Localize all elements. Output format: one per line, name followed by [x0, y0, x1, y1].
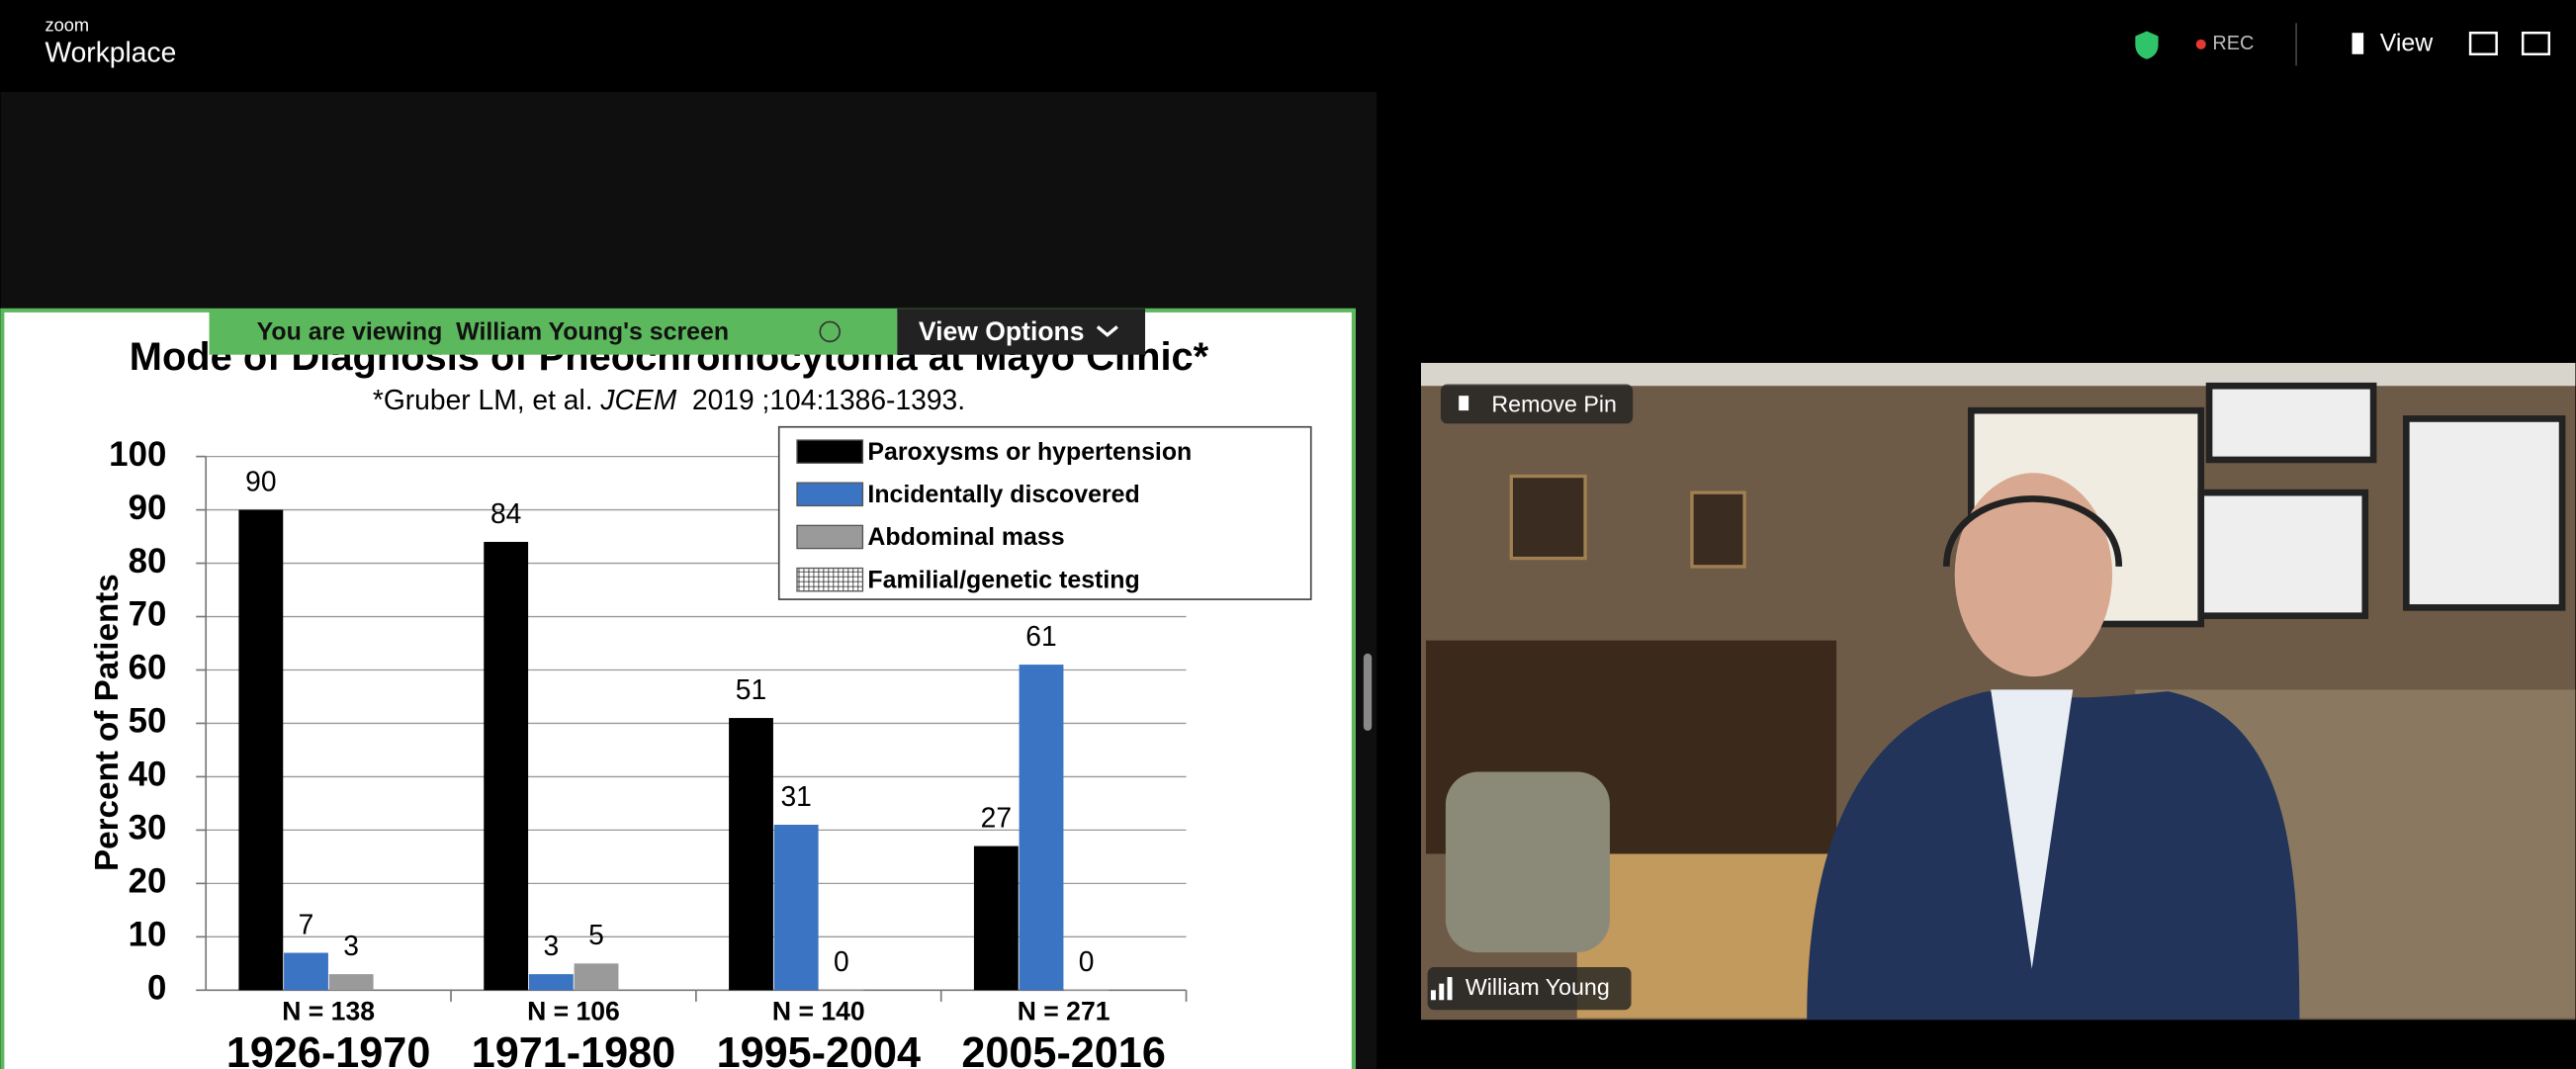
data-label: 84 [490, 497, 521, 529]
bar [328, 974, 374, 991]
frame [2197, 489, 2369, 620]
person-shirt [1991, 689, 2074, 969]
data-label: 90 [245, 465, 276, 496]
chair [1445, 771, 1610, 953]
data-label: 0 [1079, 945, 1095, 977]
data-label: 61 [1025, 620, 1056, 652]
share-banner-text: You are viewing William Young's screen [257, 318, 729, 346]
x-tick-label: 1971-1980 [472, 1029, 675, 1069]
n-label: N = 106 [527, 997, 620, 1026]
data-label: 51 [736, 673, 766, 705]
bar [484, 541, 529, 991]
security-icon[interactable] [2135, 31, 2159, 59]
n-label: N = 271 [1018, 997, 1110, 1026]
legend-swatch [796, 524, 864, 550]
pin-icon [1459, 396, 1469, 411]
shared-slide [0, 308, 1356, 1069]
subtitle-part: JCEM [599, 384, 676, 415]
legend-label: Paroxysms or hypertension [867, 438, 1192, 466]
view-icon[interactable] [2352, 33, 2364, 54]
data-label: 3 [343, 930, 359, 961]
remove-pin-button[interactable] [1440, 384, 1634, 424]
bar [729, 718, 773, 991]
legend-label: Incidentally discovered [867, 481, 1139, 508]
n-label: N = 138 [282, 997, 375, 1026]
banner-icon [819, 320, 842, 343]
chart-subtitle: *Gruber LM, et al. JCEM 2019 ;104:1386-1… [373, 384, 965, 415]
legend-swatch [796, 482, 864, 507]
data-label: 3 [543, 930, 559, 961]
data-label: 7 [299, 908, 314, 939]
y-tick-label: 70 [129, 595, 167, 634]
data-label: 31 [780, 780, 811, 812]
share-icon[interactable] [2468, 31, 2498, 56]
rec-dot [2195, 39, 2206, 49]
n-label: N = 140 [772, 997, 865, 1026]
rec-label: REC [2212, 33, 2254, 54]
subtitle-part: 2019 ;104:1386-1393. [676, 384, 965, 415]
legend-label: Abdominal mass [867, 523, 1064, 551]
plaque [1509, 474, 1587, 561]
legend [777, 425, 1312, 600]
person-head [1954, 473, 2113, 677]
bar [973, 846, 1019, 991]
y-tick-label: 20 [129, 862, 167, 901]
signal-bar [1447, 977, 1453, 1001]
y-tick-label: 60 [129, 649, 167, 687]
y-tick-label: 30 [129, 809, 167, 847]
y-tick-label: 40 [129, 756, 167, 794]
view-button[interactable]: View [2380, 29, 2435, 56]
legend-swatch [796, 439, 864, 464]
y-tick-label: 10 [129, 916, 167, 954]
data-label: 5 [588, 919, 604, 950]
data-label: 0 [834, 945, 849, 977]
brand: Workplace [44, 36, 176, 67]
bar [238, 509, 284, 991]
frame [2402, 415, 2566, 611]
plaque [1690, 490, 1746, 569]
signal-bar [1430, 990, 1436, 1001]
brand-small: zoom [44, 14, 89, 35]
bar [773, 824, 819, 991]
splitter-handle[interactable] [1363, 653, 1373, 731]
subtitle-part: *Gruber LM, et al. [373, 384, 601, 415]
signal-bar [1439, 983, 1445, 1001]
bar [528, 974, 574, 991]
legend-label: Familial/genetic testing [867, 566, 1139, 593]
layout-icon[interactable] [2521, 31, 2551, 56]
y-tick-label: 80 [129, 542, 167, 580]
person-suit [1807, 691, 2300, 1021]
bar [284, 952, 328, 991]
video-tile: Remove Pin William Young [1421, 362, 2576, 1021]
share-banner [209, 309, 898, 355]
headset [1943, 495, 2123, 567]
y-tick-label: 100 [109, 435, 166, 474]
bar [574, 963, 619, 991]
participant-name: William Young [1466, 974, 1610, 1000]
x-tick-label: 1926-1970 [226, 1029, 430, 1069]
x-tick-label: 2005-2016 [961, 1029, 1165, 1069]
x-tick-label: 1995-2004 [717, 1029, 921, 1069]
y-tick-label: 50 [129, 702, 167, 741]
remove-pin-label[interactable]: Remove Pin [1491, 391, 1617, 416]
legend-swatch [796, 567, 864, 592]
view-options-label[interactable]: View Options [919, 316, 1085, 346]
frame [2205, 382, 2377, 464]
data-label: 27 [981, 801, 1012, 833]
bar [1019, 665, 1064, 991]
y-tick-label: 90 [129, 489, 167, 527]
name-tag [1427, 967, 1632, 1011]
y-tick-label: 0 [147, 969, 166, 1008]
ceiling [1421, 362, 2576, 387]
chevron [1096, 325, 1118, 337]
y-axis-label: Percent of Patients [89, 574, 126, 871]
